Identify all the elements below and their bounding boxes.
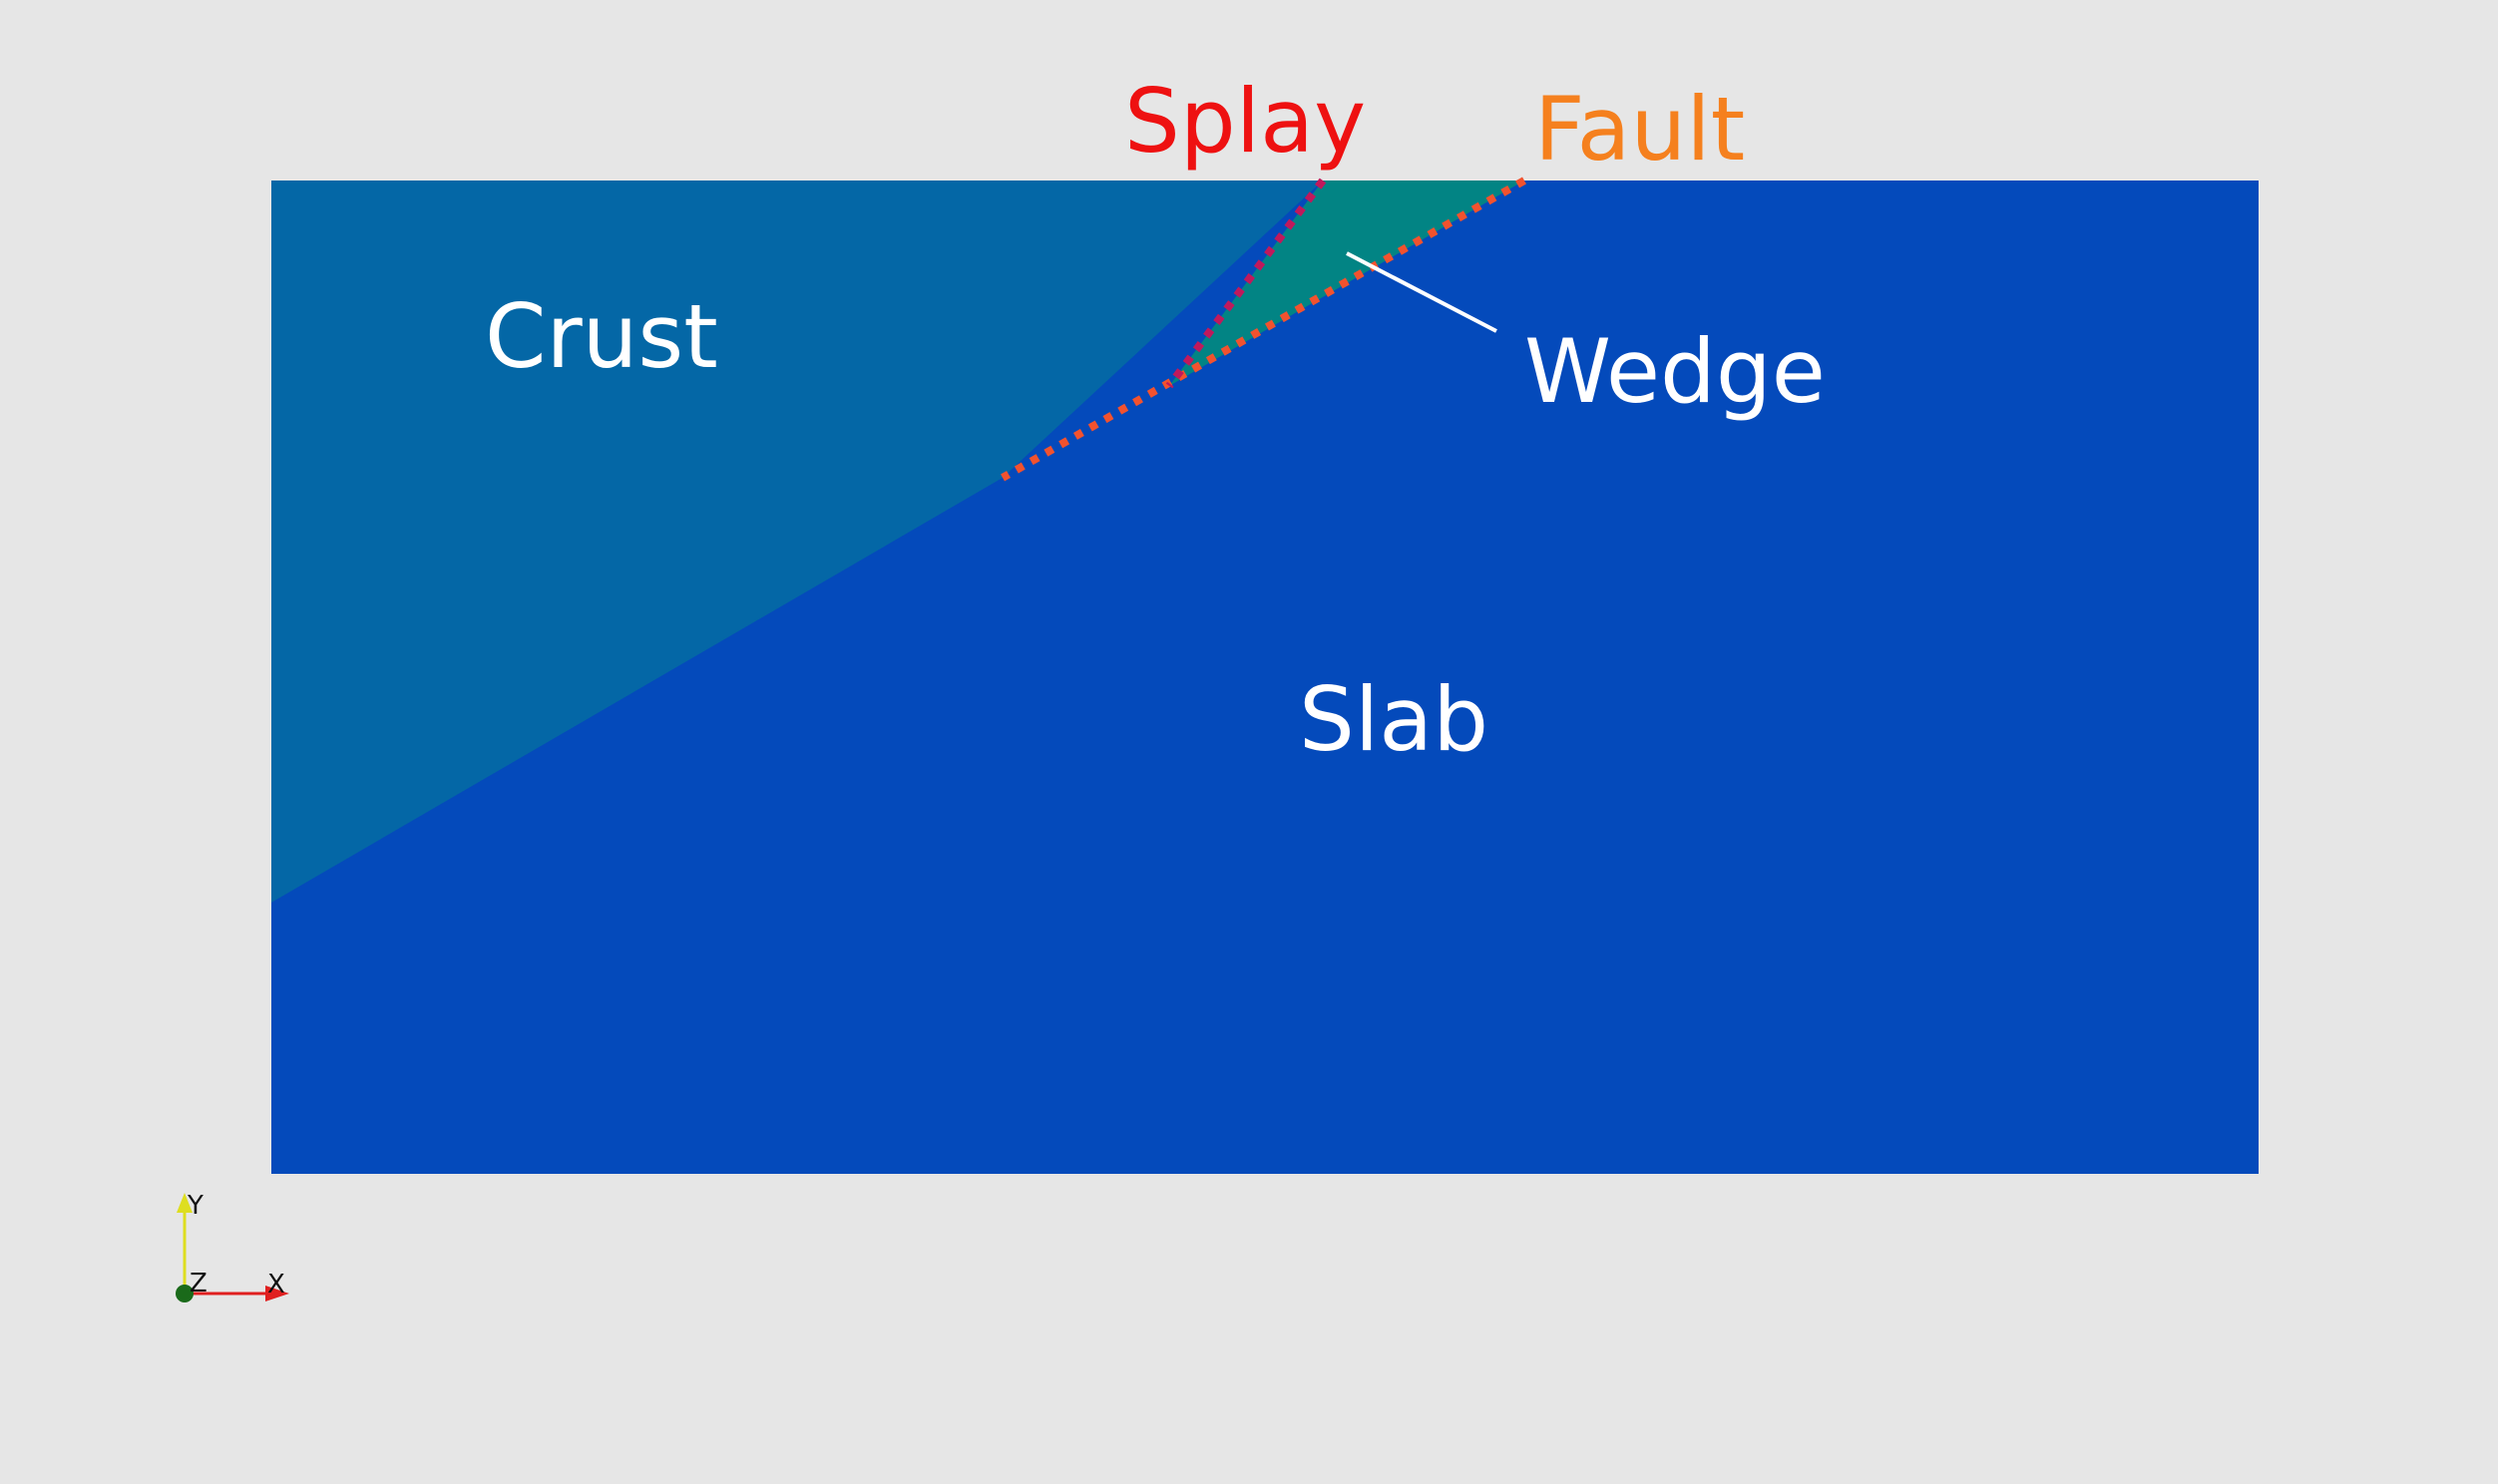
splay-label: Splay <box>1124 70 1366 173</box>
wedge-label: Wedge <box>1524 320 1826 423</box>
slab-label: Slab <box>1299 668 1488 771</box>
z-axis-label: Z <box>190 1269 208 1298</box>
crust-label: Crust <box>485 285 718 388</box>
wedge-leader-line <box>1346 251 1497 333</box>
z-axis-dot <box>176 1285 194 1302</box>
fault-label: Fault <box>1534 78 1745 181</box>
y-axis-label: Y <box>187 1191 204 1221</box>
x-axis-arrowhead <box>265 1286 289 1301</box>
crust-region <box>271 181 1323 903</box>
x-axis-label: X <box>267 1270 285 1299</box>
y-axis-arrowhead <box>177 1193 193 1213</box>
xyz-axes-icon: Y X Z <box>176 1191 289 1302</box>
